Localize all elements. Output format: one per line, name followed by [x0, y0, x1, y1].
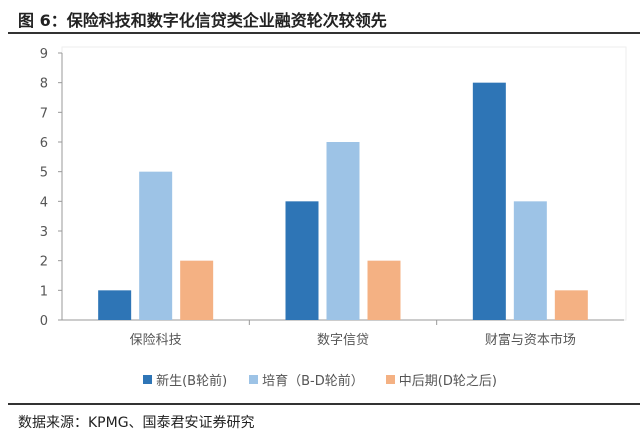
x-tick-label: 数字信贷	[317, 333, 369, 348]
legend-swatch	[249, 375, 259, 384]
x-tick-label: 财富与资本市场	[485, 332, 576, 348]
legend-item: 新生(B轮前)	[143, 370, 227, 389]
y-tick-label: 3	[40, 225, 48, 240]
x-tick-label: 保险科技	[130, 333, 182, 348]
title-divider	[8, 32, 640, 34]
legend: 新生(B轮前) 培育（B-D轮前） 中后期(D轮之后)	[0, 370, 640, 389]
y-tick-label: 8	[40, 77, 48, 92]
bar-2-2	[554, 290, 588, 320]
figure-title: 图 6：保险科技和数字化信贷类企业融资轮次较领先	[18, 11, 387, 30]
legend-label: 培育（B-D轮前）	[262, 374, 364, 389]
y-tick-label: 7	[40, 106, 48, 121]
bar-2-1	[513, 201, 547, 320]
bar-1-2	[367, 260, 401, 320]
bar-0-1	[139, 171, 173, 320]
y-tick-label: 2	[40, 255, 48, 270]
bar-1-1	[326, 142, 360, 320]
bar-1-0	[285, 201, 319, 320]
source-note: 数据来源：KPMG、国泰君安证券研究	[18, 415, 255, 431]
legend-swatch	[385, 375, 395, 384]
bar-0-2	[180, 260, 214, 320]
y-tick-label: 9	[40, 47, 48, 62]
y-tick-label: 6	[40, 136, 48, 151]
y-tick-label: 0	[40, 314, 48, 329]
legend-item: 培育（B-D轮前）	[249, 370, 364, 389]
legend-label: 中后期(D轮之后)	[398, 374, 497, 389]
legend-swatch	[143, 375, 153, 384]
y-tick-label: 1	[40, 284, 48, 299]
legend-label: 新生(B轮前)	[156, 374, 228, 389]
legend-item: 中后期(D轮之后)	[385, 370, 497, 389]
bar-0-0	[98, 290, 132, 320]
bar-chart: 0 1 2 3 4 5 6 7 8 9 保险科技 数字信贷 财富与资本市场	[40, 46, 627, 348]
y-tick-label: 5	[40, 166, 48, 181]
source-divider	[8, 403, 640, 405]
y-tick-label: 4	[40, 195, 48, 210]
bar-2-0	[472, 82, 506, 320]
